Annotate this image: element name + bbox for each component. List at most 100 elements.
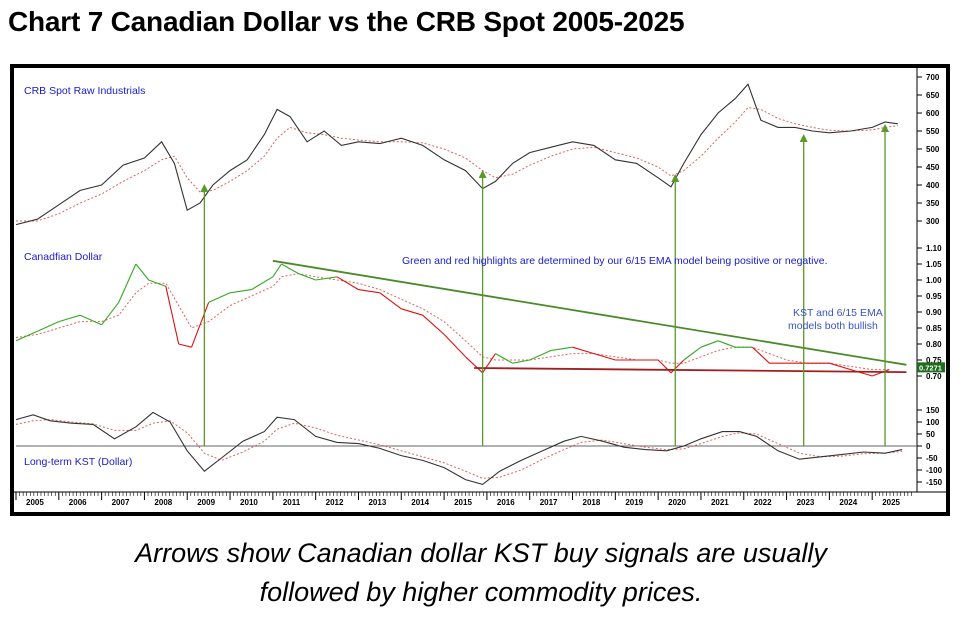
cad-segment-positive: [298, 273, 316, 281]
crb-panel-label: CRB Spot Raw Industrials: [24, 85, 145, 97]
y-tick-label-crb: 700: [926, 73, 940, 82]
x-tick-label: 2022: [754, 498, 772, 507]
x-tick-label: 2020: [668, 498, 686, 507]
x-tick-label: 2011: [283, 498, 301, 507]
cad-segment-negative: [829, 362, 851, 371]
cad-segment-positive: [135, 263, 150, 281]
cad-segment-positive: [281, 263, 299, 275]
page-title: Chart 7 Canadian Dollar vs the CRB Spot …: [8, 6, 685, 37]
cad-segment-positive: [101, 302, 120, 326]
cad-segment-positive: [512, 359, 530, 364]
cad-segment-positive: [700, 340, 719, 348]
cad-segment-positive: [251, 276, 274, 291]
cad-segment-positive: [529, 349, 552, 361]
y-tick-label-cad: 0.95: [926, 292, 942, 301]
y-tick-label-crb: 500: [926, 145, 940, 154]
cad-segment-negative: [593, 353, 616, 361]
x-tick-label: 2005: [26, 498, 44, 507]
cad-segment-positive: [79, 314, 102, 326]
y-tick-label-cad: 1.05: [926, 260, 942, 269]
x-tick-label: 2009: [197, 498, 215, 507]
cad-segment-negative: [482, 353, 496, 374]
x-tick-label: 2013: [368, 498, 386, 507]
x-tick-label: 2016: [497, 498, 515, 507]
cad-segment-negative: [751, 346, 770, 364]
cad-segment-negative: [422, 314, 445, 335]
y-tick-label-crb: 600: [926, 109, 940, 118]
cad-segment-positive: [15, 330, 38, 342]
y-tick-label-cad: 1.00: [926, 276, 942, 285]
x-tick-label: 2019: [625, 498, 643, 507]
last-value-label: 0.7271: [919, 363, 942, 372]
y-tick-label-cad: 0.85: [926, 324, 942, 333]
crb-ema-line: [16, 107, 898, 222]
y-tick-label-kst: 0: [926, 442, 931, 451]
y-tick-label-crb: 300: [926, 217, 940, 226]
y-tick-label-kst: -150: [926, 478, 943, 487]
crb-price-line: [15, 83, 898, 226]
x-tick-label: 2014: [411, 498, 429, 507]
y-tick-label-crb: 450: [926, 163, 940, 172]
kst-ema-line: [15, 419, 903, 479]
x-tick-label: 2006: [69, 498, 87, 507]
cad-segment-negative: [850, 369, 873, 377]
kst-line: [15, 411, 903, 486]
cad-segment-positive: [229, 289, 252, 294]
x-tick-label: 2025: [882, 498, 900, 507]
last-value-box: [917, 362, 945, 373]
cad-segment-negative: [465, 356, 483, 374]
y-tick-label-kst: 100: [926, 418, 940, 427]
cad-segment-negative: [191, 302, 210, 348]
cad-segment-negative: [358, 289, 380, 294]
trendline-top: [272, 259, 907, 366]
cad-segment-negative: [165, 286, 180, 345]
cad-segment-negative: [572, 346, 595, 355]
x-tick-label: 2015: [454, 498, 472, 507]
kst-note-line-1: KST and 6/15 EMA: [793, 307, 883, 319]
y-tick-label-cad: 1.10: [926, 244, 942, 253]
kst-panel-label: Long-term KST (Dollar): [24, 456, 132, 468]
x-tick-label: 2021: [711, 498, 729, 507]
y-tick-label-cad: 0.80: [926, 340, 942, 349]
cad-segment-positive: [118, 263, 137, 303]
cad-panel-label: Canadfian Dollar: [24, 251, 103, 263]
cad-segment-negative: [443, 334, 466, 358]
y-tick-label-cad: 0.90: [926, 308, 942, 317]
y-tick-label-crb: 400: [926, 181, 940, 190]
y-tick-label-cad: 0.75: [926, 356, 942, 365]
y-tick-label-kst: -50: [926, 454, 938, 463]
y-tick-label-kst: 150: [926, 406, 940, 415]
x-tick-label: 2007: [112, 498, 130, 507]
cad-segment-positive: [37, 321, 60, 332]
cad-segment-negative: [401, 308, 423, 316]
x-tick-label: 2023: [797, 498, 815, 507]
x-tick-label: 2010: [240, 498, 258, 507]
cad-segment-positive: [272, 263, 282, 278]
caption-line-1: Arrows show Canadian dollar KST buy sign…: [135, 538, 827, 568]
y-tick-label-kst: -100: [926, 466, 943, 475]
x-tick-label: 2008: [154, 498, 172, 507]
cad-segment-positive: [315, 276, 338, 281]
y-tick-label-cad: 0.70: [926, 372, 942, 381]
chart-frame: [10, 64, 950, 516]
cad-segment-positive: [717, 340, 736, 348]
x-tick-label: 2018: [583, 498, 601, 507]
cad-segment-negative: [336, 276, 359, 291]
y-tick-label-kst: 50: [926, 430, 935, 439]
cad-segment-negative: [178, 343, 192, 348]
cad-segment-positive: [495, 353, 513, 364]
x-tick-label: 2012: [326, 498, 344, 507]
x-tick-label: 2024: [839, 498, 857, 507]
cad-segment-positive: [683, 346, 702, 361]
y-tick-label-crb: 650: [926, 91, 940, 100]
y-tick-label-crb: 350: [926, 199, 940, 208]
cad-segment-positive: [208, 292, 231, 303]
x-tick-label: 2017: [540, 498, 558, 507]
ema-model-note: Green and red highlights are determined …: [402, 255, 828, 267]
cad-segment-positive: [148, 279, 167, 287]
trendline-bottom: [474, 367, 907, 374]
cad-segment-positive: [551, 346, 573, 351]
y-tick-label-crb: 550: [926, 127, 940, 136]
